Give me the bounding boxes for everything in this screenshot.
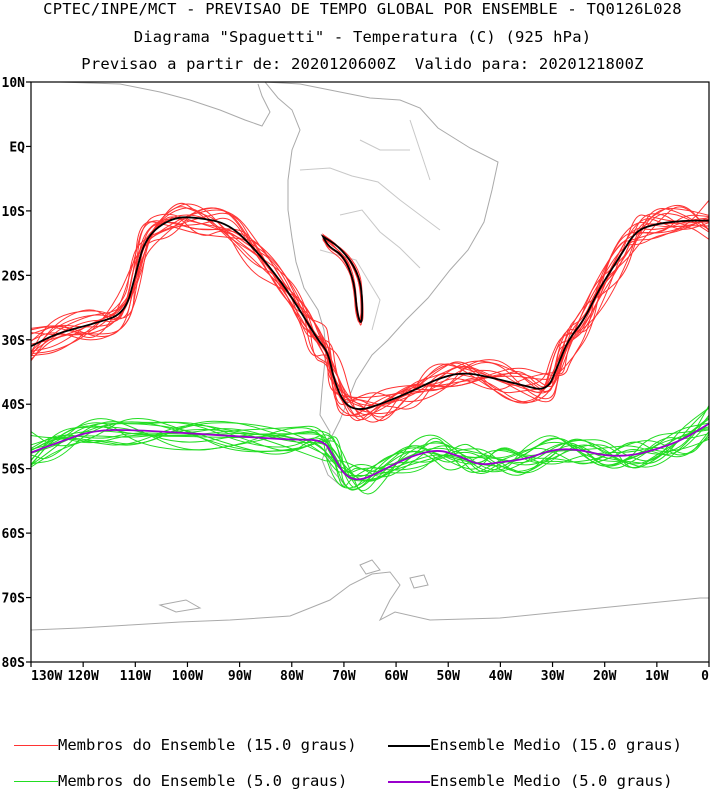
ensemble-member-line	[31, 202, 709, 405]
ensemble-member-line	[31, 405, 709, 478]
lat-tick-label: 40S	[2, 398, 26, 413]
legend-swatch-green	[14, 781, 58, 782]
ensemble-member-line	[31, 207, 709, 410]
ensemble-mean-15-line	[31, 216, 709, 410]
lon-tick-label: 20W	[593, 669, 617, 684]
lon-tick-label: 0	[701, 669, 709, 684]
ensemble-member-line	[31, 421, 709, 481]
legend-label-members-15: Membros do Ensemble (15.0 graus)	[58, 736, 357, 754]
antarctica-outline	[31, 571, 709, 631]
lat-tick-label: 10N	[2, 76, 26, 91]
contour-layer	[31, 199, 709, 495]
lon-tick-label: 100W	[172, 669, 203, 684]
ensemble-member-line	[31, 220, 709, 423]
ensemble-member-line	[31, 214, 709, 422]
legend-swatch-red	[14, 745, 58, 746]
lon-tick-label: 110W	[120, 669, 151, 684]
south-america-outline	[264, 82, 499, 486]
ensemble-member-line	[31, 217, 709, 416]
lon-tick-label: 60W	[384, 669, 408, 684]
lon-tick-label: 40W	[489, 669, 513, 684]
chart-title-line-3: Previsao a partir de: 2020120600Z Valido…	[81, 55, 644, 73]
ensemble-member-line	[31, 199, 709, 417]
ensemble-member-line	[31, 213, 709, 422]
legend-swatch-black	[388, 745, 430, 747]
lat-tick-label: EQ	[9, 140, 25, 155]
ensemble-member-line	[31, 418, 709, 477]
ensemble-member-line	[31, 423, 709, 495]
lat-tick-label: 20S	[2, 269, 26, 284]
lat-tick-label: 10S	[2, 205, 26, 220]
lat-tick-label: 70S	[2, 592, 26, 607]
ensemble-member-line	[31, 221, 709, 416]
ensemble-member-line	[31, 207, 709, 417]
chart-title-line-2: Diagrama "Spaguetti" - Temperatura (C) (…	[133, 28, 592, 46]
legend-label-mean-15: Ensemble Medio (15.0 graus)	[430, 736, 682, 754]
lat-tick-label: 60S	[2, 527, 26, 542]
lon-tick-label: 90W	[228, 669, 252, 684]
ensemble-member-line	[31, 204, 709, 399]
lat-tick-label: 80S	[2, 656, 26, 671]
ensemble-member-line	[31, 425, 709, 491]
antarctic-islands-outline	[158, 559, 429, 613]
ensemble-mean-15-andes-line	[320, 234, 364, 323]
lat-tick-label: 30S	[2, 334, 26, 349]
ensemble-member-line	[31, 209, 709, 421]
ensemble-member-line	[31, 422, 709, 488]
ensemble-member-line	[31, 212, 709, 411]
lon-tick-label: 30W	[541, 669, 565, 684]
central-america-outline	[59, 82, 271, 127]
lon-tick-label: 80W	[280, 669, 304, 684]
lon-tick-label: 70W	[332, 669, 356, 684]
legend-swatch-purple	[388, 781, 430, 783]
ensemble-member-line	[31, 422, 709, 489]
lat-tick-label: 50S	[2, 463, 26, 478]
ensemble-member-line	[31, 218, 709, 418]
ensemble-member-line	[31, 213, 709, 415]
lon-tick-label: 10W	[645, 669, 669, 684]
country-borders	[299, 119, 441, 331]
lon-tick-label: 50W	[436, 669, 460, 684]
axis-layer: 10N EQ 10S 20S 30S 40S 50S 60S 70S 80S 130W 120W 110…	[2, 76, 710, 684]
legend-label-members-5: Membros do Ensemble (5.0 graus)	[58, 772, 348, 790]
legend-label-mean-5: Ensemble Medio (5.0 graus)	[430, 772, 673, 790]
ensemble-member-line	[31, 407, 709, 474]
ensemble-member-line	[31, 418, 709, 490]
plot-frame	[30, 81, 710, 663]
coastlines	[31, 82, 709, 631]
ensemble-mean-5-line	[31, 422, 709, 481]
lon-tick-label: 130W	[31, 669, 62, 684]
ensemble-member-line	[31, 203, 709, 405]
lon-tick-label: 120W	[67, 669, 98, 684]
chart-title-line-1: CPTEC/INPE/MCT - PREVISAO DE TEMPO GLOBA…	[43, 0, 682, 18]
